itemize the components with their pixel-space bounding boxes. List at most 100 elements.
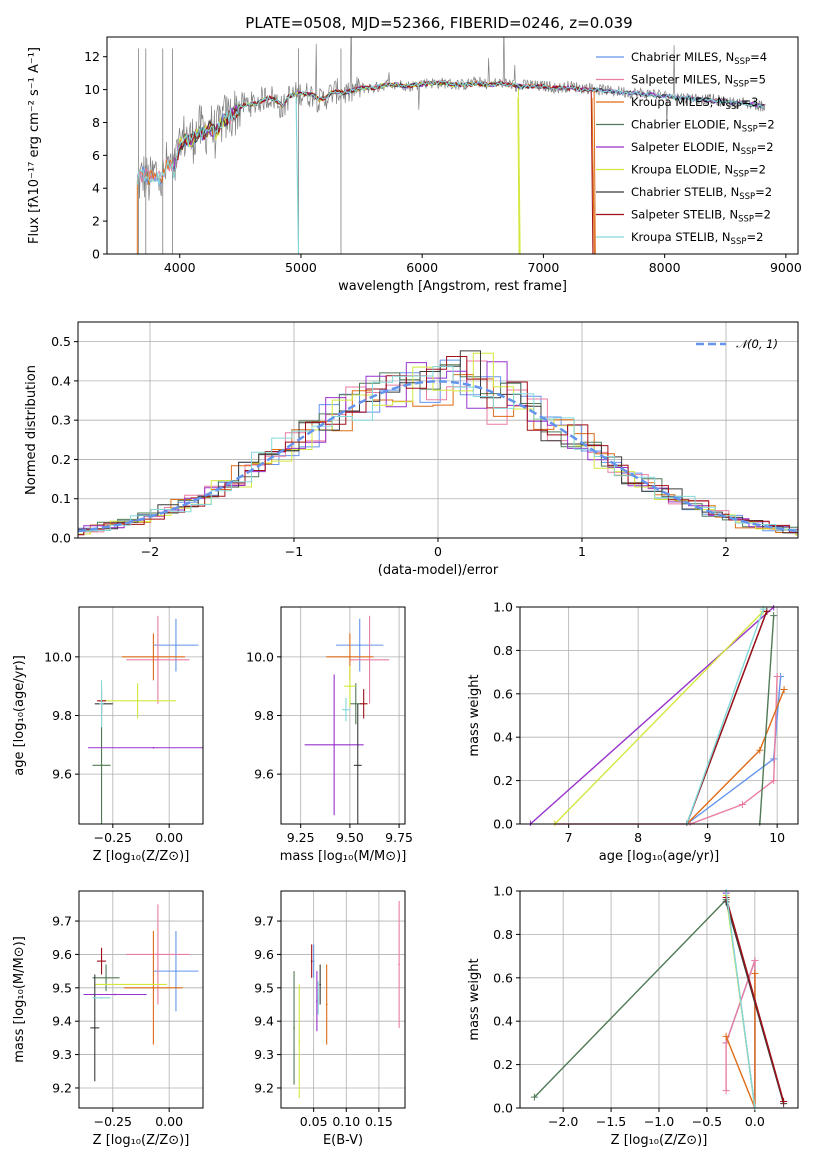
age-vs-z-point — [175, 644, 177, 647]
residuals-legend-label: 𝒩(0, 1) — [736, 337, 778, 351]
mass-vs-z-point — [157, 953, 159, 956]
age-vs-mass-ytick-label: 9.6 — [254, 767, 274, 782]
spectrum-xtick-label: 4000 — [164, 260, 196, 275]
weight-vs-z-frame — [519, 890, 799, 1109]
weight-vs-z-ylabel: mass weight — [467, 958, 482, 1040]
age-vs-mass-point — [368, 658, 371, 661]
weight-vs-age-ytick-label: 0.8 — [493, 643, 513, 658]
mass-vs-ebv-ytick-label: 9.7 — [254, 914, 274, 929]
spectrum-ytick-label: 8 — [92, 115, 100, 130]
age-vs-z-xlabel: Z [log₁₀(Z/Z⊙)] — [93, 849, 190, 864]
age-vs-mass-ytick-label: 9.8 — [254, 708, 274, 723]
weight-vs-z-series-marker — [722, 1032, 730, 1040]
mass-vs-ebv-point — [298, 1040, 301, 1043]
weight-vs-z-series-line — [533, 899, 727, 1098]
spectrum-model-drop — [591, 97, 595, 254]
mass-vs-ebv-point — [293, 1026, 295, 1029]
weight-vs-age-series-line — [554, 610, 764, 825]
spectrum-ylabel: Flux [fλ10⁻¹⁷ erg cm⁻² s⁻¹ A⁻¹] — [27, 47, 42, 244]
mass-vs-ebv-xlabel: E(B-V) — [323, 1133, 363, 1148]
weight-vs-age-ytick-label: 0.2 — [493, 773, 513, 788]
spectrum-xtick-label: 8000 — [649, 260, 681, 275]
spectrum-ytick-label: 10 — [84, 82, 100, 97]
residuals-ylabel: Normed distribution — [24, 365, 39, 495]
age-vs-z-xtick-label: 0.00 — [155, 830, 183, 845]
weight-vs-z-xtick-label: 0.0 — [745, 1114, 765, 1129]
mass-vs-z-point — [152, 986, 155, 989]
spectrum-ytick-label: 12 — [84, 49, 100, 64]
weight-vs-z-series-marker — [722, 1087, 730, 1095]
spectrum-ytick-label: 2 — [92, 214, 100, 229]
mass-vs-z-ytick-label: 9.7 — [52, 914, 72, 929]
spectrum-xtick-label: 9000 — [770, 260, 802, 275]
age-vs-z-ytick-label: 9.6 — [52, 767, 72, 782]
age-vs-mass-xtick-label: 9.25 — [287, 830, 315, 845]
weight-vs-z-series-line — [725, 897, 785, 1102]
spectrum-xtick-label: 7000 — [528, 260, 560, 275]
mass-vs-z-plot — [83, 904, 199, 1082]
mass-vs-z-point — [100, 960, 103, 963]
weight-vs-age-plot — [526, 605, 788, 826]
age-vs-z-plot — [88, 615, 203, 824]
weight-vs-z-series-marker — [751, 956, 759, 964]
residuals-xlabel: (data-model)/error — [378, 563, 499, 578]
weight-vs-z-ytick-label: 0.6 — [493, 970, 513, 985]
age-vs-mass-point — [348, 685, 351, 688]
weight-vs-age-ytick-label: 0.6 — [493, 686, 513, 701]
mass-vs-z-point — [129, 983, 132, 986]
weight-vs-age-ytick-label: 0.0 — [493, 817, 513, 832]
weight-vs-age-series-line — [686, 608, 764, 825]
residuals-xtick-label: −2 — [141, 544, 159, 559]
spectrum-ytick-label: 6 — [92, 148, 100, 163]
spectrum-title: PLATE=0508, MJD=52366, FIBERID=0246, z=0… — [245, 14, 632, 32]
weight-vs-z-series-marker — [530, 1093, 538, 1101]
weight-vs-age-series-marker — [756, 746, 764, 754]
weight-vs-z-series-marker — [780, 1097, 788, 1105]
legend-entry: Chabrier MILES, NSSP=4 — [631, 50, 767, 67]
mass-vs-z-ytick-label: 9.5 — [52, 980, 72, 995]
weight-vs-z-ytick-label: 0.8 — [493, 927, 513, 942]
residuals-ytick-label: 0.3 — [51, 413, 71, 428]
mass-vs-z-ytick-label: 9.4 — [52, 1014, 72, 1029]
age-vs-z-point — [100, 764, 103, 767]
residuals-ytick-label: 0.4 — [51, 373, 71, 388]
mass-vs-z-point — [175, 970, 177, 973]
age-vs-z-xtick-label: −0.25 — [94, 830, 132, 845]
mass-vs-z-frame — [78, 890, 204, 1109]
age-vs-mass-ytick-label: 10.0 — [246, 649, 274, 664]
weight-vs-age-frame — [519, 606, 799, 825]
spectrum-model-drop — [295, 97, 300, 254]
mass-vs-z-ytick-label: 9.3 — [52, 1047, 72, 1062]
mass-vs-ebv-ytick-label: 9.6 — [254, 947, 274, 962]
mass-vs-ebv-point — [398, 963, 401, 966]
weight-vs-z-xtick-label: −1.0 — [644, 1114, 674, 1129]
weight-vs-z-series-marker — [751, 969, 759, 977]
legend-entry: Salpeter STELIB, NSSP=2 — [631, 208, 771, 225]
mass-vs-ebv-point — [319, 983, 322, 986]
mass-vs-z-point — [100, 996, 103, 999]
weight-vs-age-series-marker — [770, 777, 778, 785]
mass-vs-z-ytick-label: 9.6 — [52, 947, 72, 962]
residuals-ytick-label: 0.1 — [51, 491, 71, 506]
weight-vs-age-xtick-label: 7 — [565, 830, 573, 845]
weight-vs-age-ytick-label: 1.0 — [493, 600, 513, 615]
legend-entry: Chabrier ELODIE, NSSP=2 — [631, 118, 775, 135]
mass-vs-ebv-ytick-label: 9.2 — [254, 1080, 274, 1095]
weight-vs-age-series-line — [759, 615, 775, 825]
residuals-xtick-label: 1 — [578, 544, 586, 559]
mass-vs-ebv-ytick-label: 9.3 — [254, 1047, 274, 1062]
weight-vs-z-ytick-label: 1.0 — [493, 884, 513, 899]
mass-vs-ebv-point — [312, 960, 315, 963]
mass-vs-z-ytick-label: 9.2 — [52, 1080, 72, 1095]
age-vs-mass-xtick-label: 9.50 — [336, 830, 364, 845]
residuals-frame — [77, 321, 799, 539]
spectrum-xtick-label: 6000 — [406, 260, 438, 275]
spectrum-model-line — [136, 80, 765, 185]
weight-vs-age-xlabel: age [log₁₀(age/yr)] — [599, 849, 720, 864]
mass-vs-ebv-frame — [280, 890, 406, 1109]
weight-vs-z-xtick-label: −1.5 — [596, 1114, 626, 1129]
mass-vs-ebv-xtick-label: 0.05 — [300, 1114, 328, 1129]
age-vs-z-ytick-label: 10.0 — [44, 649, 72, 664]
spectrum-ytick-label: 0 — [92, 247, 100, 262]
